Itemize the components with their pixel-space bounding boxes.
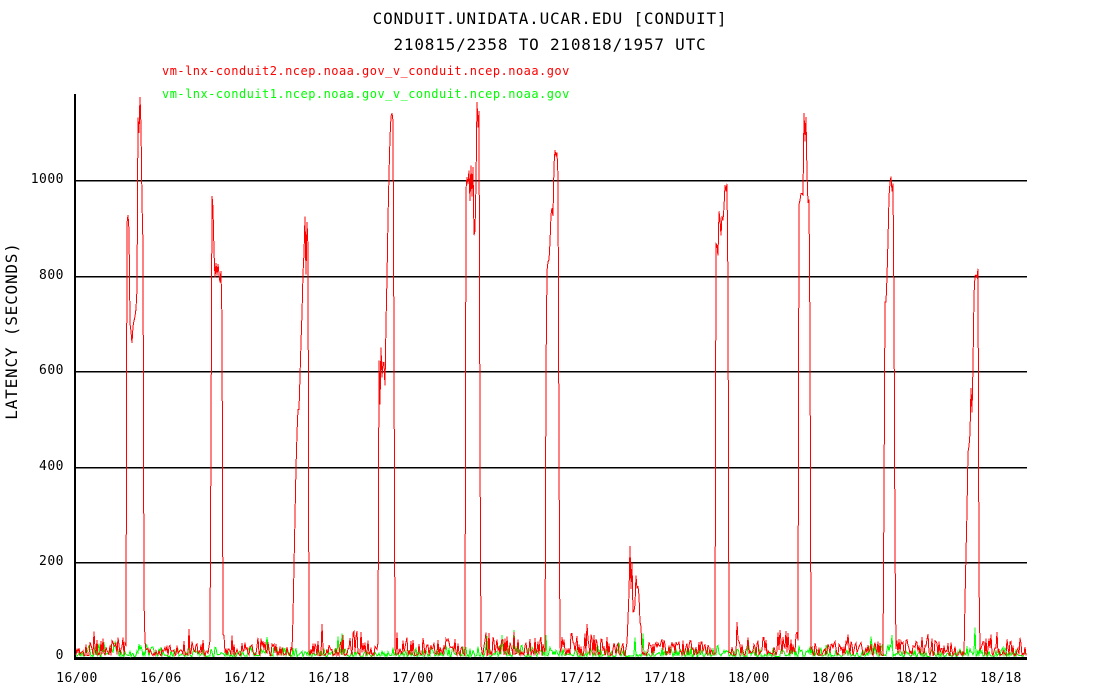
x-tick-label: 17/06 <box>476 671 518 686</box>
x-tick-label: 18/12 <box>896 671 938 686</box>
y-tick-label: 600 <box>39 363 64 378</box>
legend-entry-conduit2: vm-lnx-conduit2.ncep.noaa.gov_v_conduit.… <box>162 64 570 78</box>
y-tick-label: 1000 <box>30 172 64 187</box>
y-tick-label: 0 <box>55 648 64 663</box>
x-tick-label: 18/06 <box>812 671 854 686</box>
x-tick-label: 16/12 <box>224 671 266 686</box>
x-tick-label: 16/06 <box>140 671 182 686</box>
x-tick-label: 17/12 <box>560 671 602 686</box>
x-tick-label: 16/00 <box>56 671 98 686</box>
x-tick-label: 17/18 <box>644 671 686 686</box>
y-tick-label: 400 <box>39 459 64 474</box>
x-tick-label: 18/00 <box>728 671 770 686</box>
legend-entry-conduit1: vm-lnx-conduit1.ncep.noaa.gov_v_conduit.… <box>162 87 570 101</box>
x-tick-label: 16/18 <box>308 671 350 686</box>
chart-title: CONDUIT.UNIDATA.UCAR.EDU [CONDUIT] <box>372 9 728 28</box>
x-tick-label: 18/18 <box>980 671 1022 686</box>
chart-subtitle: 210815/2358 TO 210818/1957 UTC <box>393 35 707 54</box>
x-tick-label: 17/00 <box>392 671 434 686</box>
y-tick-label: 800 <box>39 268 64 283</box>
y-tick-label: 200 <box>39 554 64 569</box>
